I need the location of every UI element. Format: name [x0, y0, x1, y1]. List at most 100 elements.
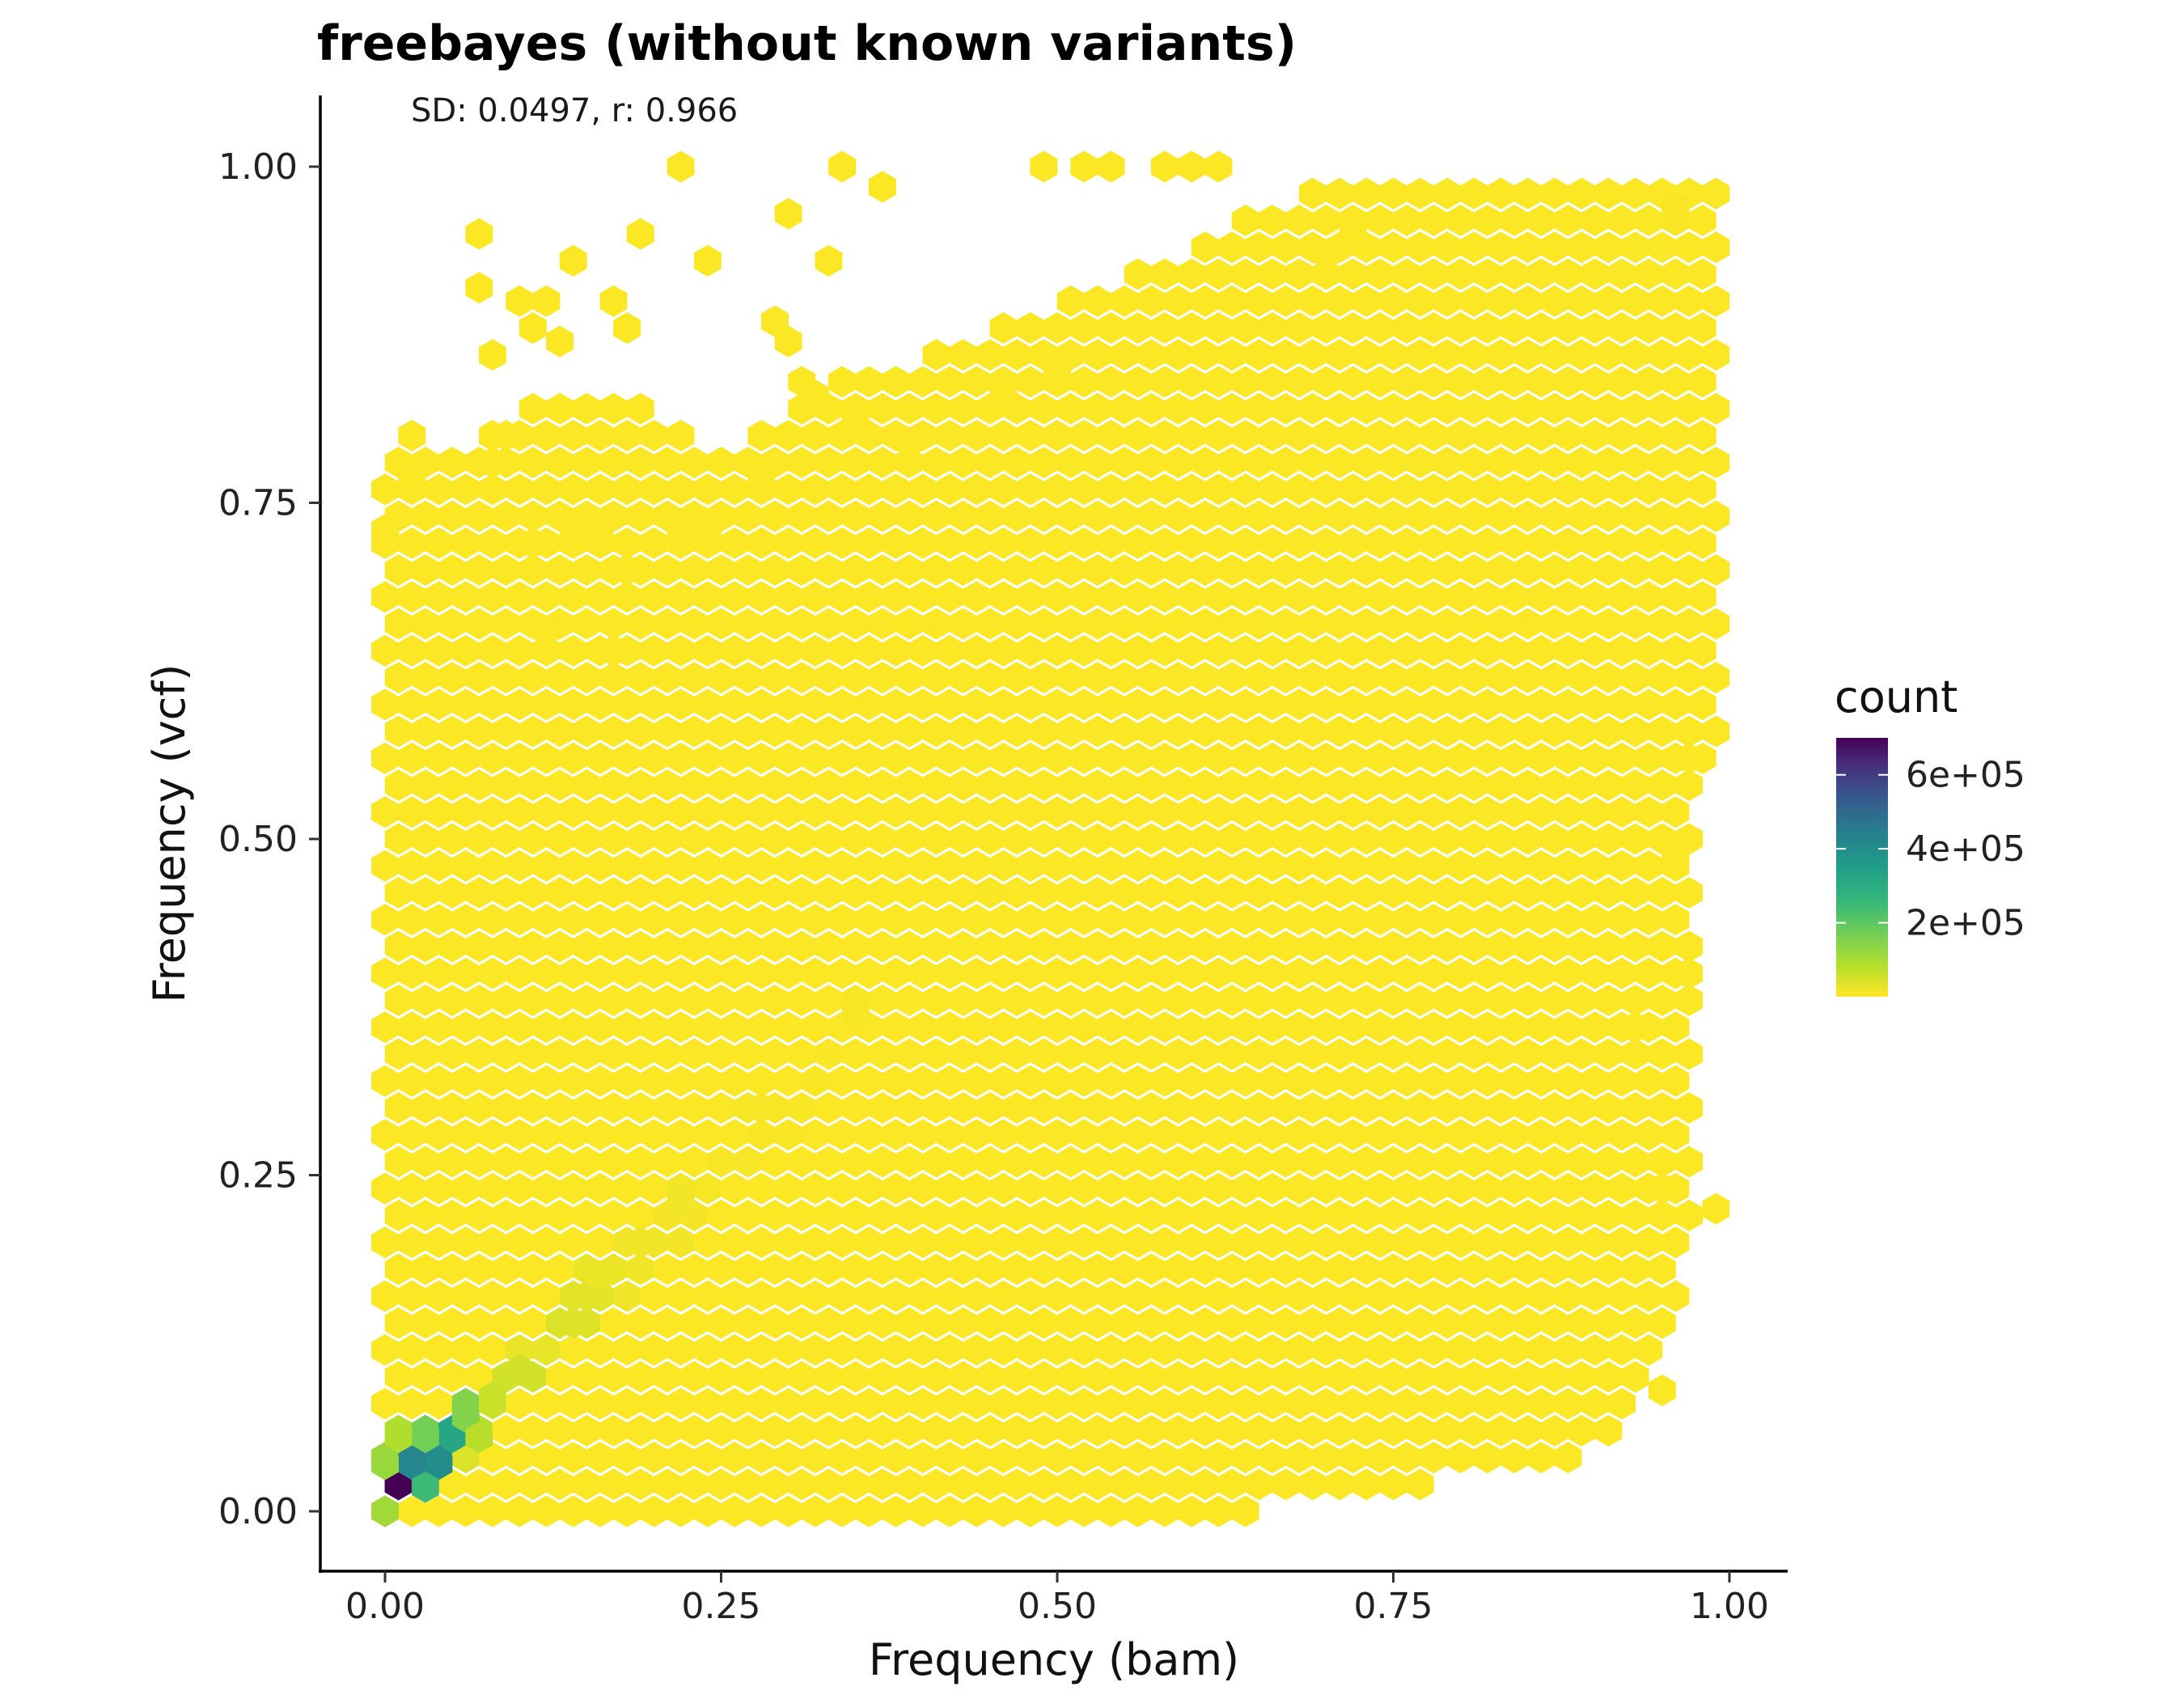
hex-bin — [1527, 957, 1555, 989]
hex-bin-outlier — [1097, 150, 1125, 183]
hex-bin — [922, 715, 950, 748]
hex-bin — [599, 984, 628, 1017]
hex-bin — [1568, 984, 1596, 1017]
hex-bin — [640, 1280, 668, 1312]
hex-bin — [855, 634, 883, 667]
hex-bin — [1124, 473, 1152, 506]
hex-bin — [949, 823, 977, 855]
hex-bin — [1393, 258, 1421, 290]
hex-bin — [922, 339, 950, 371]
hex-bin — [1111, 1146, 1139, 1178]
hex-bin — [1487, 392, 1515, 425]
hex-bin — [1231, 1388, 1259, 1420]
hex-bin — [411, 1091, 439, 1124]
hex-bin — [1688, 473, 1716, 506]
hex-bin — [1365, 742, 1394, 774]
hex-bin — [1379, 876, 1407, 909]
hex-bin — [908, 1333, 937, 1366]
hex-bin — [1326, 1307, 1353, 1339]
hex-bin — [1245, 392, 1273, 425]
hex-bin — [626, 1091, 654, 1124]
hex-bin — [734, 661, 762, 694]
hex-bin — [626, 1468, 654, 1501]
hex-bin — [1527, 419, 1555, 451]
hex-bin — [882, 742, 910, 774]
hex-bin — [654, 1414, 681, 1447]
hex-bin — [895, 1146, 924, 1178]
hex-bin — [1513, 1253, 1542, 1286]
hex-bin — [1043, 419, 1071, 451]
hex-bin — [371, 1065, 399, 1097]
hex-bin — [1433, 1253, 1461, 1286]
hex-bin — [1365, 957, 1394, 989]
hex-bin — [1083, 285, 1111, 317]
hex-bin — [1124, 1227, 1152, 1259]
hex-bin — [1406, 715, 1434, 748]
hex-bin-outlier — [1312, 238, 1340, 270]
hex-bin — [1621, 1038, 1649, 1070]
hex-bin — [532, 1388, 561, 1420]
hex-bin — [1178, 1065, 1206, 1097]
hex-bin — [747, 1227, 776, 1259]
hex-bin — [761, 1361, 789, 1393]
hex-bin — [721, 688, 749, 721]
hex-bin — [788, 1307, 816, 1339]
hex-bin — [1554, 204, 1582, 237]
hex-bin — [573, 930, 601, 963]
hex-bin — [1178, 850, 1206, 882]
hex-bin — [1298, 715, 1327, 748]
hex-bin — [398, 1333, 426, 1366]
hex-bin — [1460, 1253, 1488, 1286]
hex-bin — [1406, 1468, 1434, 1501]
hex-bin — [1527, 1280, 1555, 1312]
hex-bin — [1043, 581, 1071, 613]
hex-bin — [1406, 823, 1434, 855]
hex-bin — [1111, 715, 1139, 748]
hex-bin — [371, 1119, 399, 1151]
hex-bin — [936, 527, 963, 559]
hex-bin — [721, 850, 749, 882]
hex-bin — [1070, 850, 1098, 882]
hex-bin — [1568, 1199, 1596, 1231]
hex-bin — [1339, 1280, 1367, 1312]
hex-bin — [506, 1441, 534, 1474]
hex-bin — [599, 1307, 628, 1339]
hex-bin — [1191, 1199, 1219, 1231]
hex-bin — [613, 473, 641, 506]
hex-bin — [398, 1388, 426, 1420]
hex-bin — [1513, 554, 1542, 587]
hex-bin — [1070, 1227, 1098, 1259]
hex-bin — [1487, 876, 1515, 909]
hex-bin — [1298, 1361, 1327, 1393]
hex-bin — [546, 554, 574, 587]
hex-bin — [693, 1333, 722, 1366]
hex-bin — [1164, 930, 1192, 963]
hex-bin — [438, 823, 467, 855]
hex-bin — [734, 984, 762, 1017]
hex-bin — [895, 392, 924, 425]
hex-bin — [1568, 1146, 1596, 1178]
hex-bin-outlier — [667, 150, 695, 183]
hex-bin — [1231, 258, 1259, 290]
hex-bin — [451, 1441, 480, 1474]
hex-bin — [747, 1388, 776, 1420]
hex-bin — [465, 1146, 493, 1178]
y-axis-title: Frequency (vcf) — [144, 664, 195, 1003]
hex-bin — [1487, 1361, 1515, 1393]
hex-bin — [693, 957, 722, 989]
hex-bin-outlier — [626, 218, 654, 250]
hex-bin — [936, 581, 963, 613]
hex-bin — [721, 904, 749, 936]
hex-bin — [734, 1199, 762, 1231]
hex-bin — [1352, 1468, 1381, 1501]
hex-bin-dense — [976, 876, 1004, 909]
hex-bin — [1688, 527, 1716, 559]
hex-bin — [1446, 1065, 1475, 1097]
hex-bin — [506, 1119, 534, 1151]
hex-bin — [640, 1172, 668, 1205]
hex-bin — [761, 1253, 789, 1286]
hex-bin — [868, 1199, 896, 1231]
hex-bin-outlier — [1339, 211, 1367, 244]
hex-bin — [1460, 285, 1488, 317]
hex-bin — [1487, 1199, 1515, 1231]
